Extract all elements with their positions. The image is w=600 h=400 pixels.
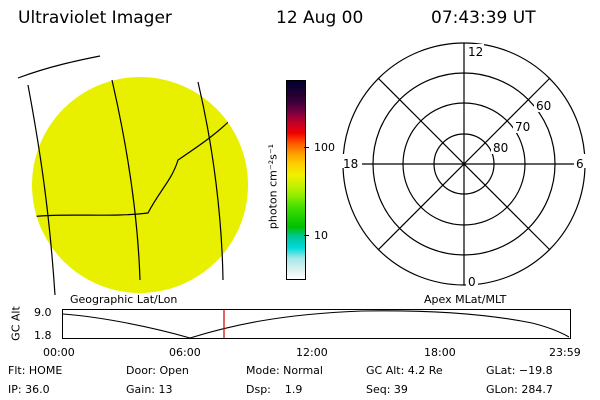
apex-caption: Apex MLat/MLT	[424, 293, 507, 306]
colorbar-tick-10: 10	[314, 229, 328, 242]
info-dsp: Dsp: 1.9	[246, 383, 303, 396]
info-mode: Mode: Normal	[246, 364, 323, 377]
geographic-caption: Geographic Lat/Lon	[70, 293, 178, 306]
time-label: 07:43:39 UT	[431, 8, 536, 28]
info-seq: Seq: 39	[366, 383, 408, 396]
altitude-ytick-bottom: 1.8	[34, 329, 52, 342]
info-glon: GLon: 284.7	[486, 383, 553, 396]
colorbar-tickmark-10	[304, 235, 309, 236]
colorbar-tickmark-100	[304, 147, 309, 148]
info-flt: Flt: HOME	[8, 364, 63, 377]
mlt-label-0: 0	[468, 275, 476, 289]
xtick-0000: 00:00	[43, 346, 75, 359]
xtick-2359: 23:59	[549, 346, 581, 359]
info-door: Door: Open	[126, 364, 189, 377]
imager-panel	[17, 55, 248, 296]
colorbar-unit-label: photon cm⁻²s⁻¹	[266, 143, 280, 230]
xtick-0600: 06:00	[169, 346, 201, 359]
xtick-1200: 12:00	[296, 346, 328, 359]
altitude-curve	[62, 310, 570, 339]
polar-plot: 12 18 6 0 60 70 80	[340, 42, 586, 289]
altitude-ytick-top: 9.0	[34, 306, 52, 319]
altitude-ylabel: GC Alt	[9, 306, 23, 341]
mlt-label-12: 12	[468, 45, 483, 59]
info-glat: GLat: −19.8	[486, 364, 553, 377]
date-label: 12 Aug 00	[276, 8, 364, 28]
longitude-line-2	[111, 79, 141, 281]
mlt-label-18: 18	[343, 157, 358, 171]
longitude-line-1	[27, 84, 56, 296]
earth-disk	[32, 77, 248, 293]
colorbar-tick-100: 100	[314, 141, 335, 154]
altitude-plot	[62, 309, 571, 339]
mlat-label-70: 70	[515, 120, 530, 134]
info-gain: Gain: 13	[126, 383, 173, 396]
mlat-label-80: 80	[493, 141, 508, 155]
polar-diagonal-2	[377, 77, 551, 251]
longitude-line-3	[197, 81, 224, 281]
altitude-plot-frame	[62, 309, 571, 339]
mlt-label-6: 6	[576, 157, 584, 171]
colorbar	[286, 80, 306, 280]
xtick-1800: 18:00	[424, 346, 456, 359]
latitude-line	[17, 55, 101, 79]
terminator-line	[32, 111, 239, 219]
mlat-label-60: 60	[536, 99, 551, 113]
instrument-title: Ultraviolet Imager	[18, 8, 172, 28]
info-gc-alt: GC Alt: 4.2 Re	[366, 364, 443, 377]
info-ip: IP: 36.0	[8, 383, 50, 396]
